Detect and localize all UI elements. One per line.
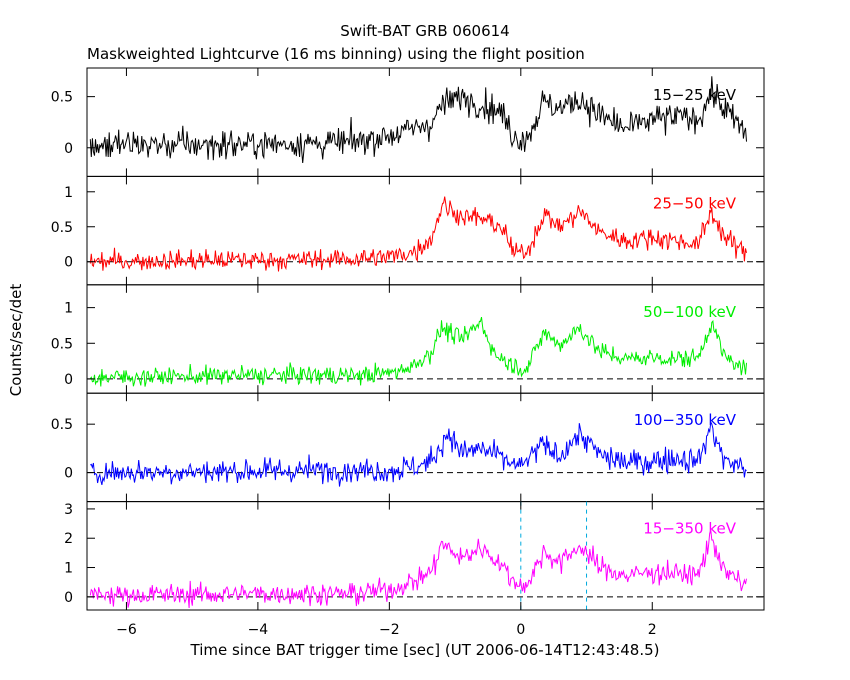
y-tick-label: 0 xyxy=(64,372,73,388)
x-axis-label: Time since BAT trigger time [sec] (UT 20… xyxy=(190,641,660,659)
y-tick-label: 0.5 xyxy=(51,220,73,236)
series-trace xyxy=(89,76,747,164)
band-label: 15−25 keV xyxy=(653,86,737,104)
band-label: 25−50 keV xyxy=(653,194,737,212)
series-trace xyxy=(90,420,747,487)
panel-frame xyxy=(86,175,765,286)
panel-1: 0 0.5 15−25 keV xyxy=(51,67,765,177)
x-tick-label: −4 xyxy=(248,622,269,638)
panel-4: 0 0.5 100−350 keV xyxy=(51,392,765,503)
y-tick-label: 0 xyxy=(64,141,73,157)
y-tick-label: 1 xyxy=(64,561,73,577)
y-tick-label: 0.5 xyxy=(51,90,73,106)
series-trace xyxy=(89,530,747,609)
chart-subtitle: Maskweighted Lightcurve (16 ms binning) … xyxy=(87,45,585,63)
y-tick-label: 1 xyxy=(64,185,73,201)
band-label: 15−350 keV xyxy=(643,520,736,538)
panel-frame xyxy=(86,284,765,394)
y-tick-label: 0 xyxy=(64,255,73,271)
y-tick-label: 0.5 xyxy=(51,336,73,352)
band-label: 50−100 keV xyxy=(643,303,736,321)
panel-frame xyxy=(86,392,765,503)
x-tick-label: 0 xyxy=(516,622,525,638)
x-tick-label: 2 xyxy=(648,622,657,638)
y-tick-label: 0.5 xyxy=(51,417,73,433)
panel-frame xyxy=(86,501,765,611)
y-axis-label: Counts/sec/det xyxy=(7,284,25,397)
panel-3: 0 0.5 1 50−100 keV xyxy=(51,284,765,394)
x-tick-label: −2 xyxy=(379,622,400,638)
chart-title: Swift-BAT GRB 060614 xyxy=(340,22,509,40)
series-trace xyxy=(89,196,747,272)
y-tick-label: 0 xyxy=(64,590,73,606)
y-tick-label: 2 xyxy=(64,531,73,547)
series-trace xyxy=(89,316,747,387)
panel-2: 0 0.5 1 25−50 keV xyxy=(51,175,765,286)
panel-frame xyxy=(86,67,765,177)
y-tick-label: 1 xyxy=(64,301,73,317)
y-tick-label: 3 xyxy=(64,502,73,518)
band-label: 100−350 keV xyxy=(634,411,737,429)
x-tick-label: −6 xyxy=(116,622,137,638)
panel-stack: 0 0.5 15−25 keV 0 0.5 1 25−50 keV 0 0.5 1 50−100 k… xyxy=(51,67,765,611)
y-tick-label: 0 xyxy=(64,466,73,482)
x-axis: −6 −4 −2 0 2 xyxy=(116,622,657,638)
panel-5: 0 1 2 3 15−350 keV xyxy=(64,501,765,611)
